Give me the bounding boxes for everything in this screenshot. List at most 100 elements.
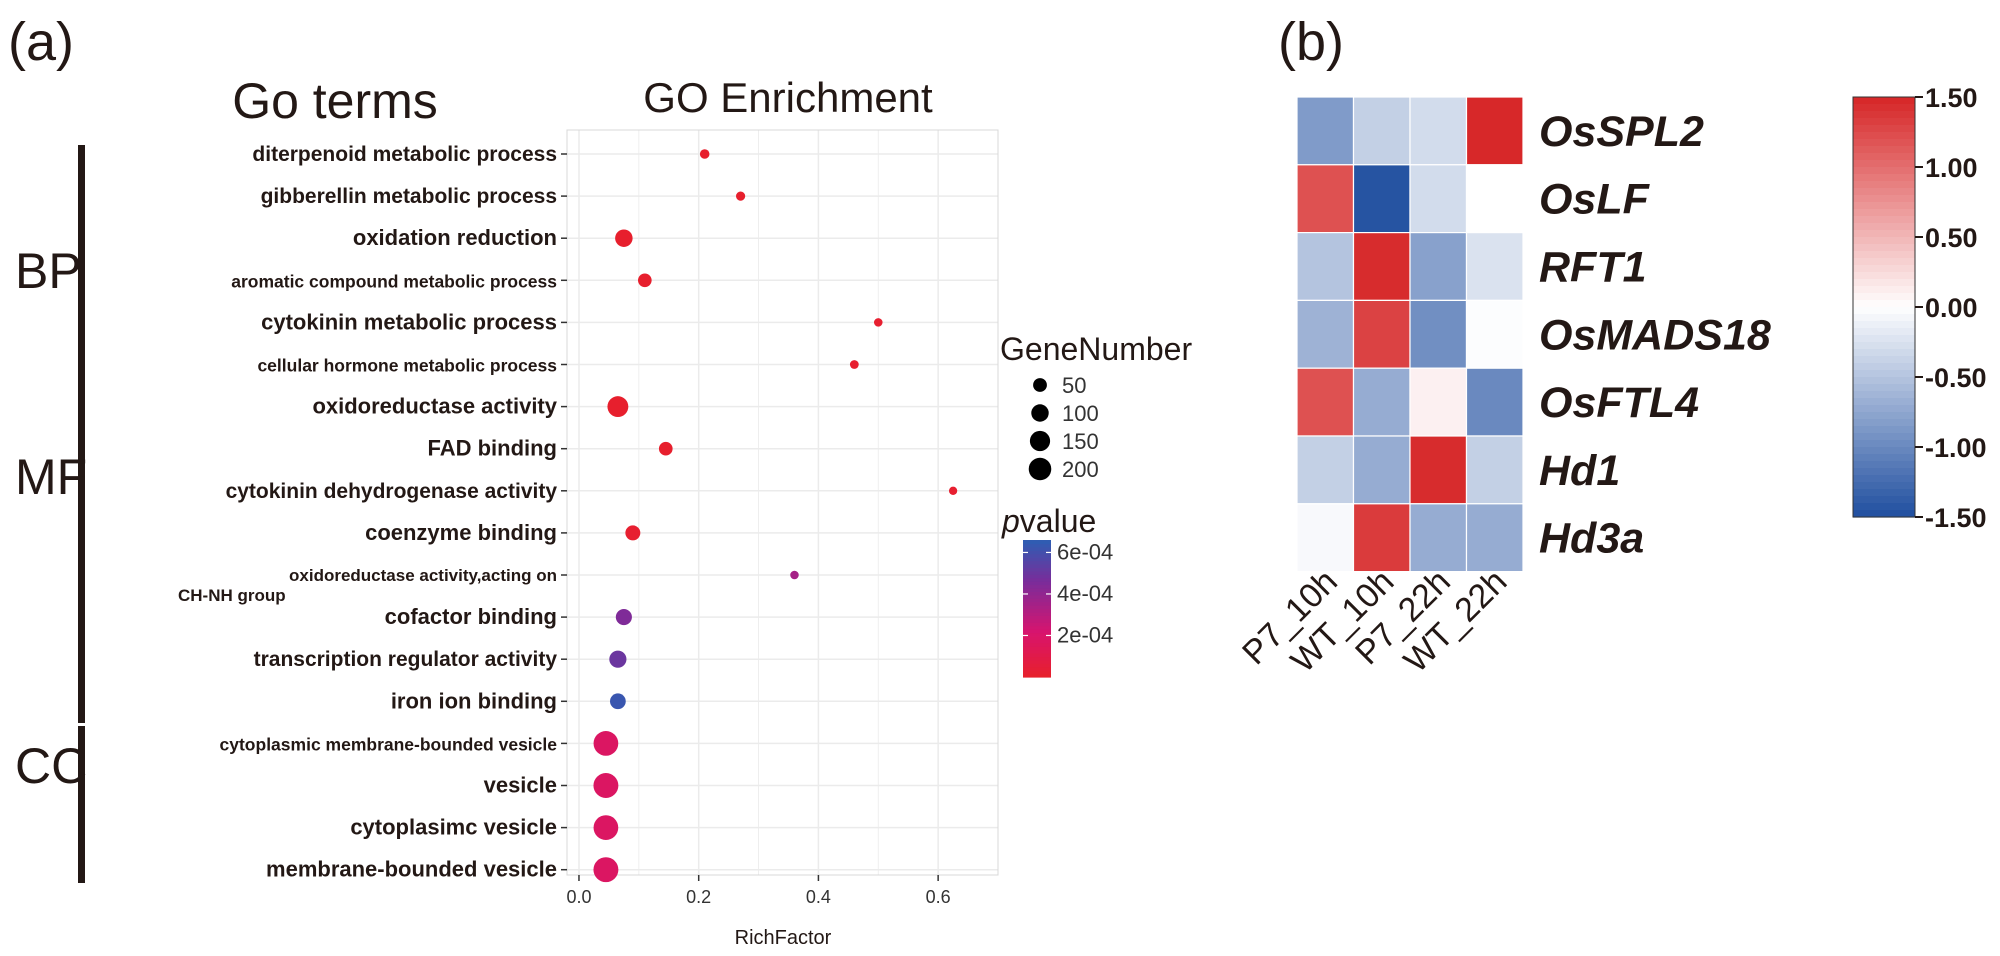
term-label: diterpenoid metabolic process [252, 143, 557, 166]
heatmap-colorbar-cell [1853, 139, 1915, 147]
x-tick-label: 0.2 [686, 887, 711, 907]
heatmap-cell [1296, 367, 1355, 437]
dot-point [658, 441, 673, 456]
heatmap-colorbar-cell [1853, 433, 1915, 441]
dot-points [593, 149, 958, 883]
heatmap-cell [1465, 232, 1524, 302]
heatmap-colorbar-cell [1853, 370, 1915, 378]
heatmap-colorbar-cell [1853, 237, 1915, 245]
heatmap-colorbar-cell [1853, 97, 1915, 105]
heatmap-cell [1465, 367, 1524, 437]
term-label: aromatic compound metabolic process [231, 271, 557, 291]
heatmap-colorbar-cell [1853, 447, 1915, 455]
heatmap-cell [1409, 164, 1468, 234]
pvalue-colorbar-cell [1023, 663, 1051, 668]
heatmap-cell [1296, 232, 1355, 302]
pvalue-tick-label: 2e-04 [1057, 622, 1113, 647]
heatmap-colorbar-cell [1853, 104, 1915, 112]
heatmap-cell [1465, 503, 1524, 573]
dot-point [593, 815, 619, 840]
term-label: cellular hormone metabolic process [257, 356, 557, 376]
heatmap-colorbar-cell [1853, 293, 1915, 301]
heatmap-colorbar-cell [1853, 160, 1915, 168]
heatmap-colorbar-cell [1853, 398, 1915, 406]
heatmap-colorbar-cell [1853, 468, 1915, 476]
heatmap-row-label: Hd3a [1539, 515, 1644, 563]
panel-b-tag: (b) [1278, 12, 1344, 72]
term-label: gibberellin metabolic process [261, 185, 557, 208]
heatmap-colorbar-cell [1853, 251, 1915, 259]
heatmap-colorbar-cell [1853, 209, 1915, 217]
heatmap-colorbar-cell [1853, 216, 1915, 224]
heatmap-colorbar-cell [1853, 496, 1915, 504]
pvalue-colorbar-cell [1023, 581, 1051, 586]
pvalue-colorbar-cell [1023, 608, 1051, 613]
heatmap-colorbar-cell [1853, 314, 1915, 322]
pvalue-colorbar-cell [1023, 587, 1051, 592]
dot-point [615, 609, 632, 626]
pvalue-colorbar-cell [1023, 625, 1051, 630]
pvalue-colorbar-cell [1023, 629, 1051, 634]
heatmap-cell [1409, 503, 1468, 573]
dot-point [610, 693, 626, 710]
heatmap-cell [1465, 164, 1524, 234]
size-legend-dot [1031, 404, 1049, 422]
dot-point [790, 570, 799, 580]
heatmap-colorbar-cell [1853, 321, 1915, 329]
mf-label: MF [15, 449, 87, 505]
plot-frame [566, 129, 999, 876]
pvalue-colorbar-cell [1023, 577, 1051, 582]
heatmap-colorbar-cell [1853, 342, 1915, 350]
category-brackets: BP MF CC [15, 145, 87, 883]
dot-point [593, 731, 619, 756]
heatmap-colorbar-cell [1853, 307, 1915, 315]
pvalue-colorbar-cell [1023, 563, 1051, 568]
dot-plot: diterpenoid metabolic process gibberellin… [178, 129, 999, 949]
dot-point [607, 396, 629, 418]
panel-a: (a) Go terms GO Enrichment BP MF CC dite… [8, 12, 1192, 949]
pvalue-colorbar-cell [1023, 560, 1051, 565]
heatmap-cell [1296, 503, 1355, 573]
cc-label: CC [15, 738, 87, 794]
term-label: FAD binding [427, 436, 557, 461]
pvalue-colorbar-cell [1023, 605, 1051, 610]
pvalue-colorbar-cell [1023, 635, 1051, 640]
pvalue-colorbar-cell [1023, 540, 1051, 545]
heatmap-colorbar-label: -1.00 [1925, 433, 1987, 463]
size-legend-title: GeneNumber [1000, 331, 1192, 367]
pvalue-colorbar-cell [1023, 659, 1051, 664]
term-label-cont: CH-NH group [178, 586, 286, 605]
term-label: cofactor binding [385, 604, 557, 629]
pvalue-tick-label: 6e-04 [1057, 539, 1113, 564]
pvalue-colorbar-cell [1023, 594, 1051, 599]
heatmap-colorbar-cell [1853, 202, 1915, 210]
term-label: vesicle [484, 773, 557, 798]
pvalue-colorbar-cell [1023, 670, 1051, 675]
x-axis: 0.0 0.2 0.4 0.6 [566, 875, 951, 907]
heatmap-colorbar-cell [1853, 167, 1915, 175]
heatmap-colorbar-cell [1853, 265, 1915, 273]
term-label: cytoplasimc vesicle [350, 815, 557, 840]
pvalue-colorbar-cell [1023, 642, 1051, 647]
dot-point [625, 525, 641, 541]
pvalue-legend: pvalue 2e-04 4e-04 6e-04 [1001, 503, 1113, 678]
heatmap-colorbar-cell [1853, 328, 1915, 336]
heatmap-cell [1296, 96, 1355, 166]
heatmap-colorbar-cell [1853, 174, 1915, 182]
heatmap-colorbar-cell [1853, 349, 1915, 357]
pvalue-colorbar-cell [1023, 591, 1051, 596]
x-tick-label: 0.0 [566, 887, 591, 907]
heatmap-cell [1465, 435, 1524, 505]
x-tick-label: 0.6 [926, 887, 951, 907]
pvalue-colorbar-cell [1023, 553, 1051, 558]
dot-point [849, 360, 859, 369]
term-label: cytoplasmic membrane-bounded vesicle [220, 734, 558, 754]
x-axis-title: RichFactor [735, 927, 832, 949]
pvalue-legend-title-p: p [1001, 503, 1020, 539]
heatmap-cell [1409, 96, 1468, 166]
bp-label: BP [15, 243, 82, 299]
heatmap-colorbar-cell [1853, 419, 1915, 427]
size-legend-label: 150 [1062, 429, 1099, 454]
pvalue-colorbar-cell [1023, 543, 1051, 548]
heatmap-colorbar-label: 0.50 [1925, 223, 1978, 253]
